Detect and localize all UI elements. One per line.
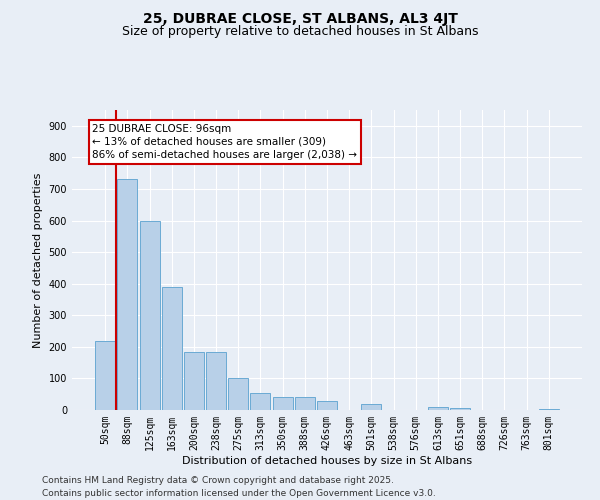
- Bar: [250, 392, 271, 410]
- Text: Contains HM Land Registry data © Crown copyright and database right 2025.
Contai: Contains HM Land Registry data © Crown c…: [42, 476, 436, 498]
- Bar: [162, 287, 182, 410]
- Bar: [428, 408, 448, 410]
- Bar: [228, 378, 248, 410]
- Bar: [95, 340, 115, 410]
- Bar: [206, 352, 226, 410]
- X-axis label: Distribution of detached houses by size in St Albans: Distribution of detached houses by size …: [182, 456, 472, 466]
- Text: 25 DUBRAE CLOSE: 96sqm
← 13% of detached houses are smaller (309)
86% of semi-de: 25 DUBRAE CLOSE: 96sqm ← 13% of detached…: [92, 124, 358, 160]
- Bar: [140, 220, 160, 410]
- Text: 25, DUBRAE CLOSE, ST ALBANS, AL3 4JT: 25, DUBRAE CLOSE, ST ALBANS, AL3 4JT: [143, 12, 457, 26]
- Bar: [118, 180, 137, 410]
- Bar: [317, 400, 337, 410]
- Bar: [184, 352, 204, 410]
- Text: Size of property relative to detached houses in St Albans: Size of property relative to detached ho…: [122, 25, 478, 38]
- Bar: [361, 404, 382, 410]
- Bar: [450, 408, 470, 410]
- Bar: [295, 396, 315, 410]
- Y-axis label: Number of detached properties: Number of detached properties: [33, 172, 43, 348]
- Bar: [272, 396, 293, 410]
